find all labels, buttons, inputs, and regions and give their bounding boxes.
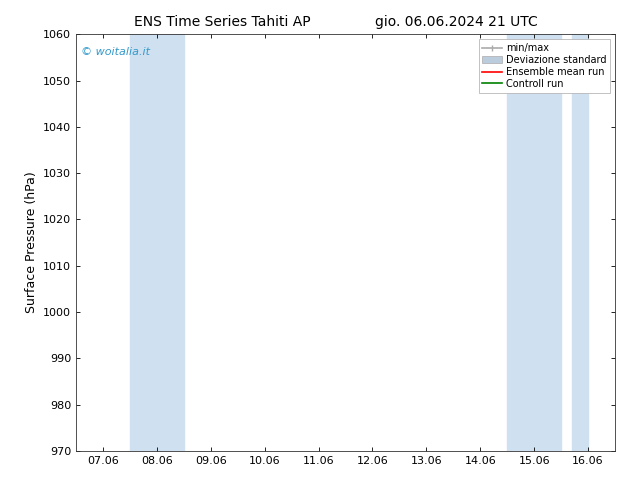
Text: gio. 06.06.2024 21 UTC: gio. 06.06.2024 21 UTC — [375, 15, 538, 29]
Bar — [572, 34, 588, 451]
Text: © woitalia.it: © woitalia.it — [81, 47, 150, 57]
Y-axis label: Surface Pressure (hPa): Surface Pressure (hPa) — [25, 172, 37, 314]
Legend: min/max, Deviazione standard, Ensemble mean run, Controll run: min/max, Deviazione standard, Ensemble m… — [479, 39, 610, 93]
Bar — [507, 34, 561, 451]
Text: ENS Time Series Tahiti AP: ENS Time Series Tahiti AP — [134, 15, 310, 29]
Bar — [130, 34, 184, 451]
